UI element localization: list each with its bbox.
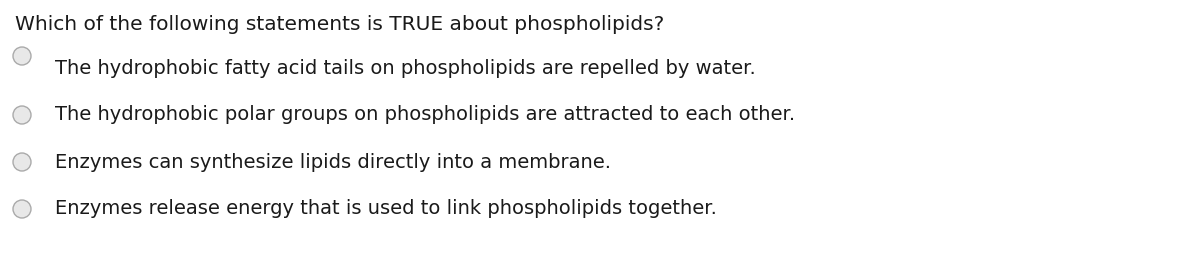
Circle shape [13,200,31,218]
Circle shape [13,153,31,171]
Text: The hydrophobic fatty acid tails on phospholipids are repelled by water.: The hydrophobic fatty acid tails on phos… [55,58,756,78]
Circle shape [13,106,31,124]
Text: Enzymes release energy that is used to link phospholipids together.: Enzymes release energy that is used to l… [55,200,716,219]
Text: The hydrophobic polar groups on phospholipids are attracted to each other.: The hydrophobic polar groups on phosphol… [55,105,796,124]
Text: Which of the following statements is TRUE about phospholipids?: Which of the following statements is TRU… [14,15,665,34]
Circle shape [13,47,31,65]
Text: Enzymes can synthesize lipids directly into a membrane.: Enzymes can synthesize lipids directly i… [55,153,611,171]
